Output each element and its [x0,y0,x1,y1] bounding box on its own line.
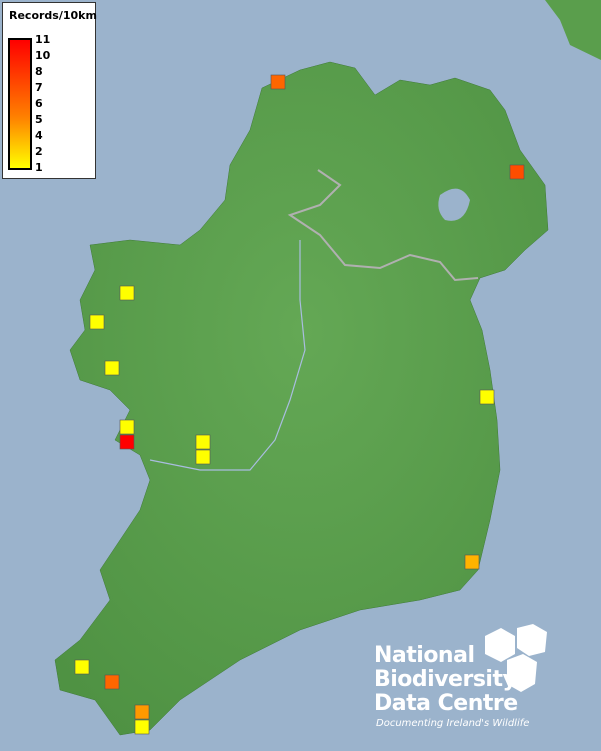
record-square[interactable] [195,449,211,465]
legend-label: 7 [35,81,43,94]
legend-title: Records/10km [9,9,97,22]
record-square[interactable] [119,419,135,435]
record-square[interactable] [479,389,495,405]
legend-label: 6 [35,97,43,110]
northern-ireland-border [287,169,479,282]
legend-label: 1 [35,161,43,174]
record-square[interactable] [134,719,150,735]
great-britain-coast [545,0,601,60]
legend-label: 5 [35,113,43,126]
logo-line1: National [374,643,475,668]
logo-text: National Biodiversity Data Centre [374,644,518,716]
record-square[interactable] [119,434,135,450]
river-shannon [149,240,306,471]
legend-label: 2 [35,145,43,158]
legend-color-ramp [8,38,32,170]
legend: Records/10km 11 10 8 7 6 5 4 2 1 [2,2,97,179]
record-square[interactable] [74,659,90,675]
legend-label: 8 [35,65,43,78]
record-square[interactable] [464,554,480,570]
record-square[interactable] [509,164,525,180]
logo-line2: Biodiversity [374,667,517,692]
record-square[interactable] [104,674,120,690]
ireland-landmass [54,61,549,736]
legend-label: 4 [35,129,43,142]
logo-tagline: Documenting Ireland's Wildlife [376,718,530,729]
lough-neagh [438,188,470,221]
legend-label: 11 [35,33,51,46]
logo-line3: Data Centre [374,691,518,716]
record-square[interactable] [119,285,135,301]
record-square[interactable] [195,434,211,450]
logo-hexagons-icon [485,624,547,692]
legend-label: 10 [35,49,51,62]
record-square[interactable] [134,704,150,720]
record-square[interactable] [89,314,105,330]
record-square[interactable] [104,360,120,376]
record-square[interactable] [270,74,286,90]
